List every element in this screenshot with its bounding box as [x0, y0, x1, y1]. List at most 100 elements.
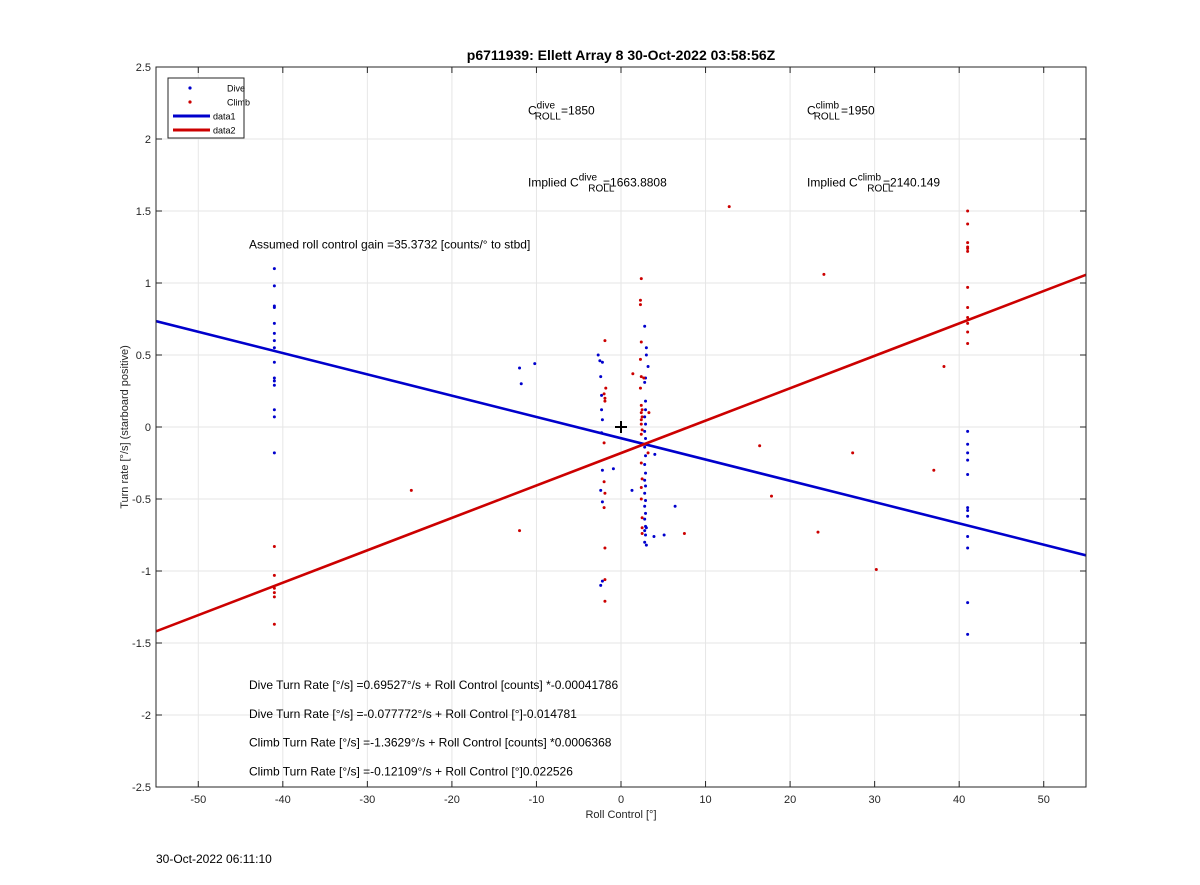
dive-point — [643, 529, 647, 533]
dive-point — [966, 458, 970, 462]
climb-point — [727, 205, 731, 209]
annotation-base: Implied C — [528, 176, 579, 190]
climb-point — [851, 451, 855, 455]
climb-point — [640, 408, 644, 412]
climb-point — [966, 222, 970, 226]
dive-point — [644, 471, 648, 475]
annotation-subscript: ROLL — [535, 112, 562, 123]
annotation-base: C — [807, 104, 816, 118]
y-tick-label: -1.5 — [132, 638, 151, 650]
dive-point — [653, 452, 657, 456]
x-tick-label: 50 — [1038, 794, 1050, 806]
climb-point — [602, 392, 606, 396]
climb-point — [640, 415, 644, 419]
dive-point — [600, 468, 604, 472]
dive-point — [272, 383, 276, 387]
dive-point — [272, 451, 276, 455]
climb-point — [602, 480, 606, 484]
climb-point — [640, 526, 644, 530]
dive-point — [272, 415, 276, 419]
dive-point — [966, 429, 970, 433]
annotation-superscript: dive — [537, 101, 556, 112]
dive-point — [272, 408, 276, 412]
annotation-text: Climb Turn Rate [°/s] =-0.12109°/s + Rol… — [249, 764, 573, 778]
y-tick-label: -2.5 — [132, 782, 151, 794]
annotation-text: Dive Turn Rate [°/s] =0.69527°/s + Roll … — [249, 678, 618, 692]
dive-point — [966, 514, 970, 518]
climb-point — [272, 595, 276, 599]
fit-line-data1 — [156, 319, 1086, 557]
x-tick-label: -10 — [529, 794, 545, 806]
y-tick-label: 0.5 — [136, 350, 151, 362]
climb-point — [272, 591, 276, 595]
annotation-value: =2140.149 — [883, 176, 940, 190]
dive-point — [643, 517, 647, 521]
annotation-base: C — [528, 104, 537, 118]
climb-point — [822, 272, 826, 276]
dive-point — [644, 422, 648, 426]
y-tick-label: 0 — [145, 422, 151, 434]
climb-point — [604, 386, 608, 390]
climb-point — [639, 340, 643, 344]
annotation-text: Cdive =1850 — [528, 101, 595, 118]
dive-point — [644, 454, 648, 458]
dive-point — [643, 491, 647, 495]
dive-point — [644, 353, 648, 357]
climb-point — [639, 485, 643, 489]
climb-point — [639, 497, 643, 501]
dive-point — [644, 346, 648, 350]
dive-point — [272, 376, 276, 380]
dive-point — [644, 543, 648, 547]
dive-point — [644, 526, 648, 530]
climb-point — [638, 298, 642, 302]
dive-point — [599, 375, 603, 379]
dive-point — [644, 437, 648, 441]
dive-point — [966, 451, 970, 455]
annotation-text: Implied Cdive =1663.8808 — [528, 173, 667, 190]
dive-point — [652, 534, 656, 538]
data-layer — [156, 205, 1086, 636]
dive-point — [600, 360, 604, 364]
climb-point — [639, 432, 643, 436]
climb-point — [966, 321, 970, 325]
climb-point — [272, 545, 276, 549]
annotation-text: Cclimb =1950 — [807, 101, 875, 118]
climb-point — [966, 305, 970, 309]
climb-point — [966, 341, 970, 345]
climb-point — [639, 403, 643, 407]
y-axis-label: Turn rate [°/s] (starboard positive) — [119, 345, 131, 509]
climb-point — [638, 303, 642, 307]
dive-point — [966, 632, 970, 636]
x-tick-label: -40 — [275, 794, 291, 806]
dive-point — [966, 534, 970, 538]
dive-point — [644, 399, 648, 403]
climb-point — [603, 546, 607, 550]
dive-point — [643, 429, 647, 433]
annotation-value: =1663.8808 — [603, 176, 667, 190]
dive-point — [966, 442, 970, 446]
x-tick-label: 10 — [699, 794, 711, 806]
annotation-text: Dive Turn Rate [°/s] =-0.077772°/s + Rol… — [249, 707, 577, 721]
climb-point — [639, 422, 643, 426]
climb-point — [639, 375, 643, 379]
climb-point — [966, 209, 970, 213]
dive-point — [662, 533, 666, 537]
y-tick-label: 1.5 — [136, 206, 151, 218]
climb-point — [639, 418, 643, 422]
legend-label: data2 — [213, 126, 236, 136]
x-tick-label: 0 — [618, 794, 624, 806]
climb-point — [966, 246, 970, 250]
dive-point — [519, 382, 523, 386]
climb-point — [638, 386, 642, 390]
dive-point — [272, 360, 276, 364]
dive-point — [644, 484, 648, 488]
annotation-subscript: ROLL — [867, 184, 894, 195]
dive-point — [600, 418, 604, 422]
dive-point — [966, 509, 970, 513]
climb-point — [603, 491, 607, 495]
climb-point — [640, 477, 644, 481]
annotation-superscript: climb — [816, 101, 840, 112]
climb-point — [518, 529, 522, 533]
dive-point — [599, 488, 603, 492]
